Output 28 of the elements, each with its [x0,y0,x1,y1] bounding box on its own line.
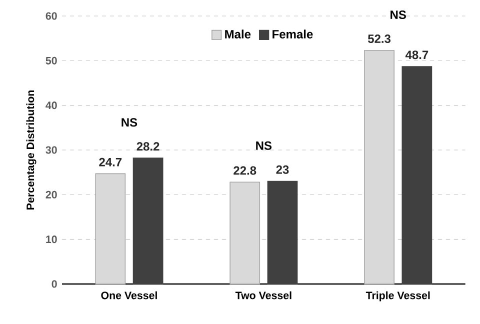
y-axis-title: Percentage Distribution [26,90,36,210]
bar [267,180,298,284]
bar [230,182,260,284]
legend-label: Male [225,30,251,38]
data-label: 52.3 [368,34,391,44]
data-label: 23 [276,165,289,174]
y-tick-label: 60 [46,12,57,20]
y-tick-label: 20 [46,190,57,198]
y-tick-label: 30 [46,146,57,154]
data-label: 22.8 [234,166,256,175]
data-label: 24.7 [99,158,122,166]
x-tick-label: Triple Vessel [366,291,430,302]
x-tick-label: Two Vessel [235,291,292,300]
y-tick-label: 0 [52,280,57,288]
data-label: 48.7 [405,50,428,60]
data-label: 28.2 [136,142,160,151]
y-tick-label: 50 [46,56,57,64]
legend-label: Female [272,30,313,38]
y-tick-label: 10 [46,236,57,244]
bar [95,173,126,284]
y-tick-label: 40 [46,102,57,110]
annotation: NS [256,141,272,150]
bar [364,50,394,284]
bar [132,158,164,284]
annotation: NS [390,10,406,20]
bar [402,66,432,284]
annotation: NS [122,118,138,127]
x-tick-label: One Vessel [101,291,157,300]
